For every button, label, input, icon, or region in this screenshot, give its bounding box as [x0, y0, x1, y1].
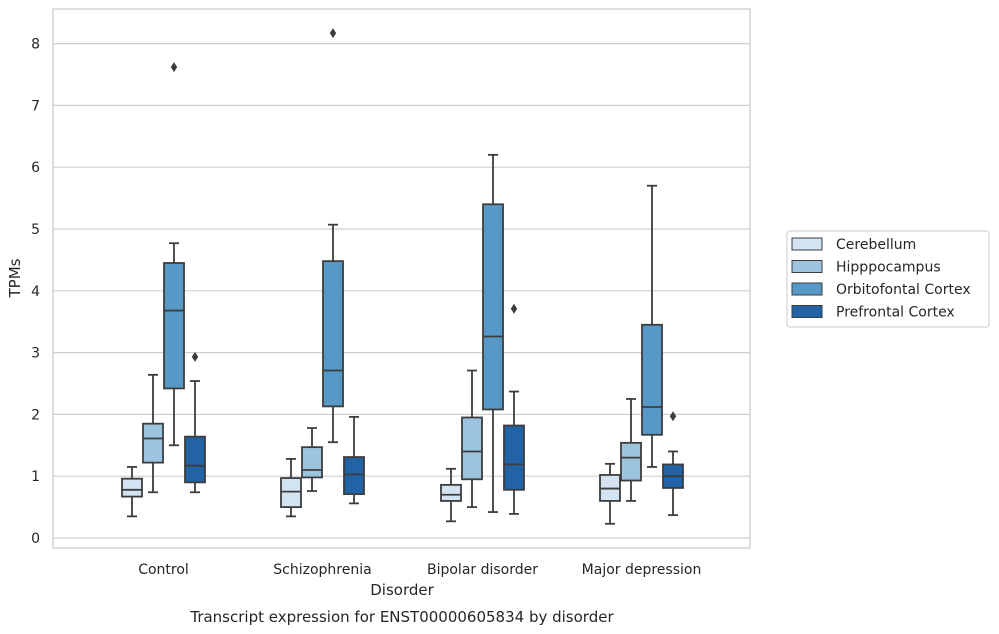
- box-group: [440, 467, 462, 523]
- outlier-point: [170, 62, 178, 73]
- x-axis-ticks: Control Schizophrenia Bipolar disorder Majo…: [138, 562, 701, 578]
- y-tick-label: 8: [31, 37, 40, 53]
- legend-label: Hipppocampus: [836, 260, 941, 276]
- grid-lines: [53, 42, 750, 539]
- y-tick-label: 6: [31, 160, 40, 176]
- box: [184, 435, 206, 484]
- box-group: [322, 28, 344, 444]
- box: [142, 422, 164, 464]
- box-group: [641, 184, 663, 468]
- box-group: [142, 373, 164, 494]
- box: [503, 424, 525, 491]
- y-tick-label: 2: [31, 407, 40, 423]
- box-group: [503, 303, 525, 515]
- box-group: [280, 457, 302, 518]
- legend-label: Prefrontal Cortex: [836, 305, 955, 321]
- box-series-group: [121, 28, 684, 525]
- y-tick-label: 5: [31, 222, 40, 238]
- y-tick-label: 3: [31, 346, 40, 362]
- box: [280, 477, 302, 508]
- series-hipppocampus: [142, 369, 642, 509]
- y-tick-label: 1: [31, 469, 40, 485]
- box-group: [121, 466, 143, 518]
- outlier-point: [191, 351, 199, 362]
- x-tick-label: Control: [138, 562, 189, 578]
- box-group: [184, 351, 206, 494]
- x-tick-label: Schizophrenia: [273, 562, 371, 578]
- x-tick-label: Bipolar disorder: [427, 562, 538, 578]
- y-axis-ticks: 0 1 2 3 4 5 6 7 8: [31, 37, 40, 547]
- box: [121, 477, 143, 498]
- legend-swatch: [791, 282, 823, 296]
- legend-label: Orbitofontal Cortex: [836, 282, 971, 298]
- box-group: [343, 415, 365, 505]
- y-tick-label: 0: [31, 531, 40, 547]
- y-axis-label: TPMs: [6, 258, 24, 298]
- y-tick-label: 4: [31, 284, 40, 300]
- box: [343, 456, 365, 496]
- series-cerebellum: [121, 457, 621, 525]
- y-tick-label: 7: [31, 98, 40, 114]
- outlier-point: [510, 303, 518, 314]
- outlier-point: [329, 28, 337, 39]
- box: [322, 260, 344, 408]
- box-group: [620, 398, 642, 502]
- legend-swatch: [791, 260, 823, 273]
- x-tick-label: Major depression: [582, 562, 702, 578]
- x-axis-label: Disorder: [370, 581, 434, 599]
- outlier-point: [669, 411, 677, 422]
- plot-area-frame: [52, 8, 751, 549]
- box: [301, 446, 323, 479]
- box: [163, 262, 185, 390]
- box: [461, 416, 483, 481]
- series-orbitofontal-cortex: [163, 28, 663, 513]
- box-group: [163, 62, 185, 447]
- legend-frame: [786, 230, 990, 328]
- chart-caption: Transcript expression for ENST0000060583…: [189, 608, 614, 626]
- box-group: [599, 462, 621, 525]
- box: [482, 203, 504, 411]
- box: [440, 483, 462, 502]
- box-group: [301, 427, 323, 492]
- legend-swatch: [791, 305, 823, 318]
- box-group: [482, 153, 504, 513]
- series-prefrontal-cortex: [184, 303, 684, 517]
- box-group: [662, 411, 684, 517]
- box: [641, 323, 663, 436]
- legend: Cerebellum Hipppocampus Orbitofontal Corte…: [786, 230, 990, 328]
- box-group: [461, 369, 483, 509]
- legend-label: Cerebellum: [836, 237, 916, 253]
- legend-swatch: [791, 237, 823, 251]
- box: [620, 441, 642, 482]
